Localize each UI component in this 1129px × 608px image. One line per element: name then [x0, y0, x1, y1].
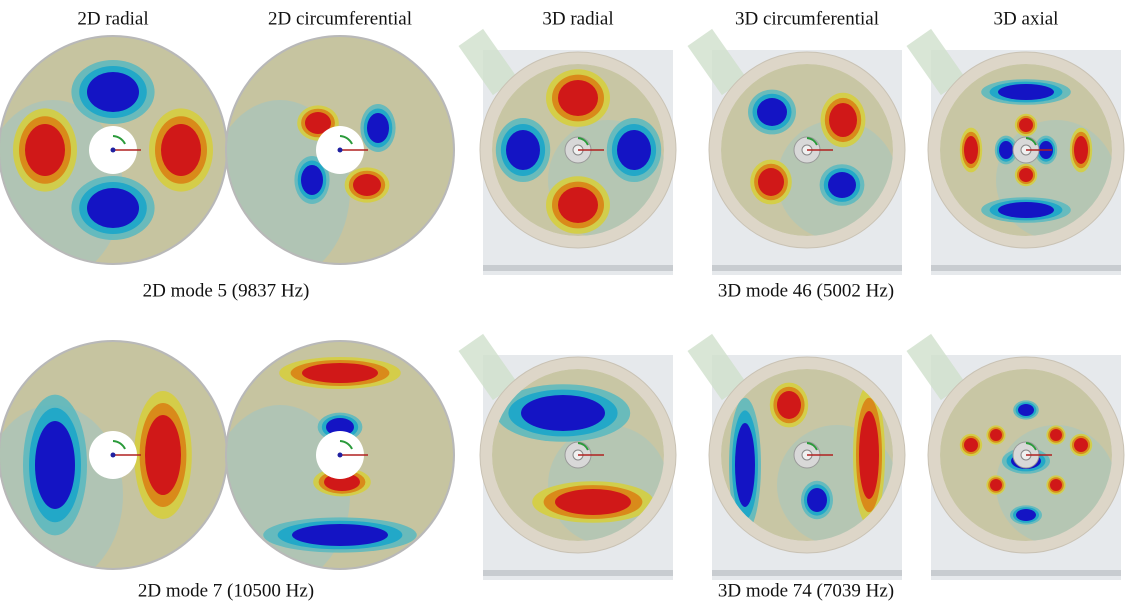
column-title: 2D circumferential	[268, 8, 412, 29]
contour	[87, 188, 139, 228]
contour	[1016, 509, 1036, 521]
caption: 2D mode 5 (9837 Hz)	[143, 280, 310, 301]
contour	[964, 438, 978, 452]
contour	[990, 429, 1002, 441]
contour	[735, 423, 755, 507]
contour	[1050, 429, 1062, 441]
axis-origin	[111, 148, 116, 153]
rail	[483, 265, 673, 271]
column-title: 3D circumferential	[735, 8, 879, 29]
contour	[617, 130, 651, 170]
column-title: 3D radial	[542, 8, 613, 29]
contour	[301, 165, 323, 195]
contour	[777, 391, 801, 419]
caption: 3D mode 74 (7039 Hz)	[718, 580, 894, 601]
contour	[1074, 136, 1088, 164]
contour	[1050, 479, 1062, 491]
contour	[998, 84, 1054, 100]
column-title: 3D axial	[994, 8, 1059, 29]
contour	[161, 124, 201, 176]
contour	[998, 202, 1054, 218]
contour	[353, 174, 381, 196]
contour	[828, 172, 856, 198]
figure: 2D radial 2D circumferential 3D radial 3…	[0, 0, 1129, 608]
contour	[1019, 168, 1033, 182]
rail	[712, 265, 902, 271]
contour	[367, 113, 389, 143]
rail	[931, 265, 1121, 271]
caption: 2D mode 7 (10500 Hz)	[138, 580, 314, 601]
contour	[964, 136, 978, 164]
axis-origin	[111, 453, 116, 458]
contour	[145, 415, 181, 495]
contour	[35, 421, 75, 509]
contour	[302, 363, 378, 383]
contour	[521, 395, 605, 431]
axis-origin	[338, 148, 343, 153]
column-title: 2D radial	[77, 8, 148, 29]
contour	[25, 124, 65, 176]
contour	[990, 479, 1002, 491]
axis-origin	[338, 453, 343, 458]
contour	[1019, 118, 1033, 132]
rail	[931, 570, 1121, 576]
rail	[712, 570, 902, 576]
contour	[506, 130, 540, 170]
rail	[483, 570, 673, 576]
contour	[1074, 438, 1088, 452]
contour	[757, 98, 787, 126]
contour	[807, 488, 827, 512]
contour	[829, 103, 857, 137]
contour	[558, 80, 598, 116]
caption: 3D mode 46 (5002 Hz)	[718, 280, 894, 301]
contour	[1018, 404, 1034, 416]
contour	[859, 411, 879, 499]
contour	[999, 141, 1013, 159]
contour	[555, 489, 631, 515]
contour	[292, 524, 388, 546]
contour	[558, 187, 598, 223]
contour	[87, 72, 139, 112]
contour	[758, 168, 784, 196]
